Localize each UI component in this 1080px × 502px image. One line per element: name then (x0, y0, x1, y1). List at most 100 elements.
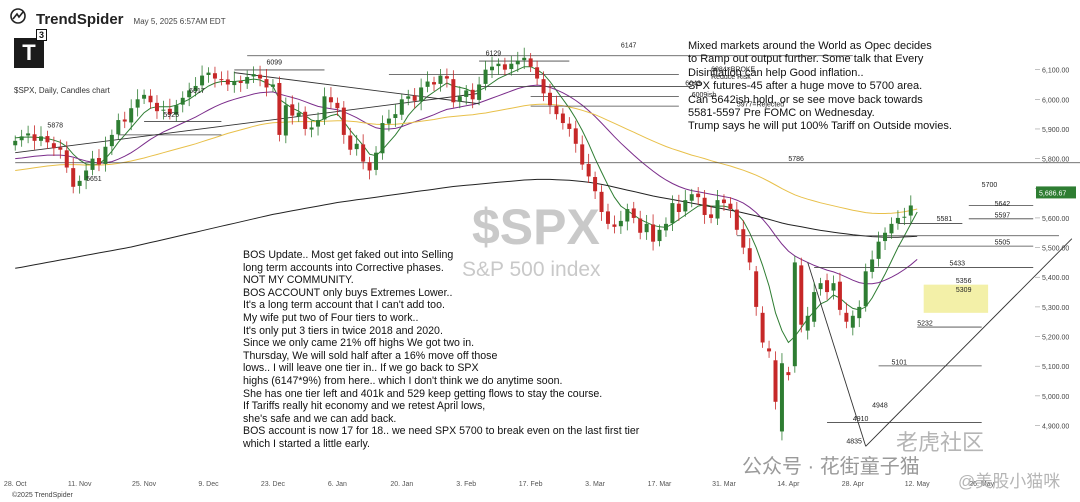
y-tick-label: 5,400.00 (1042, 275, 1069, 282)
moving-average-line (15, 84, 918, 285)
level-annotation: 4835 (846, 438, 862, 445)
candle-body (779, 363, 784, 432)
candle-body (335, 102, 340, 109)
note-line: 5581-5597 Pre FOMC on Wednesday. (688, 107, 875, 120)
note-line: Trump says he will put 100% Tariff on Ou… (688, 120, 952, 133)
bos-line: BOS account is now 17 for 18.. we need S… (243, 425, 640, 438)
header-date: May 5, 2025 6:57AM EDT (133, 17, 226, 26)
candle-body (109, 134, 114, 147)
candle-body (322, 96, 327, 120)
candle-body (32, 134, 37, 141)
y-tick-label: 4,900.00 (1042, 424, 1069, 431)
candle-body (580, 144, 585, 165)
level-annotation: 4910 (853, 416, 869, 423)
candle-body (270, 84, 275, 87)
moving-average-line (15, 178, 918, 269)
bos-line: My wife put two of Four tiers to work.. (243, 311, 419, 324)
candle-body (277, 83, 282, 135)
moving-average-line (15, 103, 918, 214)
level-annotation: 5597 (995, 212, 1011, 219)
candle-body (122, 119, 127, 122)
candle-body (77, 180, 82, 186)
x-tick-label: 17. Feb (519, 481, 543, 488)
y-tick-label: 5,900.00 (1042, 127, 1069, 134)
trend-line (807, 262, 867, 447)
candle-body (341, 107, 346, 135)
candle-body (38, 136, 43, 141)
candle-body (483, 69, 488, 84)
candle-body (908, 205, 913, 216)
candle-body (586, 163, 591, 177)
candle-body (883, 232, 888, 242)
candle-body (644, 223, 649, 233)
level-annotation: 4948 (872, 403, 888, 410)
x-tick-label: 6. Jan (328, 481, 347, 488)
level-annotation: 5700 (982, 182, 998, 189)
x-tick-label: 23. Dec (261, 481, 286, 488)
level-annotation: 6099 (267, 60, 283, 67)
bos-line: BOS Update.. Most get faked out into Sel… (243, 249, 454, 261)
bos-line: highs (6147*9%) from here.. which I don'… (243, 374, 563, 387)
candle-body (238, 80, 243, 83)
candle-body (631, 208, 636, 218)
candle-body (374, 152, 379, 170)
level-annotation: 5356 (956, 278, 972, 285)
trendspider-logo-icon (10, 8, 26, 24)
candle-body (715, 200, 720, 219)
level-annotation: Reduce Risk (711, 74, 751, 81)
x-tick-label: 11. Nov (68, 481, 92, 488)
level-annotation: 6043 (685, 80, 701, 87)
candle-body (399, 99, 404, 115)
candle-body (528, 58, 533, 67)
level-annotation: 5505 (995, 240, 1011, 247)
level-annotation: 5309 (956, 287, 972, 294)
candle-body (625, 209, 630, 222)
candle-body (438, 75, 443, 84)
candle-body (193, 85, 198, 92)
candle-body (612, 224, 617, 227)
candle-body (309, 127, 314, 130)
y-tick-label: 5,800.00 (1042, 157, 1069, 164)
symbol-watermark: $SPX (472, 199, 600, 255)
candle-body (206, 72, 211, 75)
candle-body (64, 150, 69, 168)
candle-body (573, 128, 578, 144)
level-annotation: 5642 (995, 201, 1011, 208)
candle-body (844, 312, 849, 322)
y-tick-label: 5,600.00 (1042, 216, 1069, 223)
candle-body (457, 96, 462, 102)
candle-body (593, 177, 598, 192)
candle-body (599, 191, 604, 212)
x-tick-label: 31. Mar (712, 481, 736, 488)
candle-body (328, 97, 333, 103)
candle-body (902, 216, 907, 218)
note-line: Disinflation can help Good inflation.. (688, 66, 864, 79)
brand-name: TrendSpider (36, 11, 124, 28)
candle-body (670, 203, 675, 224)
candle-body (148, 95, 153, 103)
level-annotation: 5925 (163, 112, 179, 119)
candle-body (734, 209, 739, 230)
level-annotation: 6129 (486, 51, 502, 58)
candle-body (651, 224, 656, 242)
candle-body (232, 81, 237, 86)
x-tick-label: 26. May (969, 481, 994, 488)
wechat-watermark: 公众号 · 花街童子猫 (742, 456, 920, 478)
candle-body (818, 283, 823, 290)
level-annotation: 5101 (891, 360, 907, 367)
candle-body (432, 82, 437, 85)
candle-body (889, 223, 894, 234)
bos-line: It's a long term account that I can't ad… (243, 299, 445, 312)
copyright: ©2025 TrendSpider (12, 492, 73, 499)
candle-body (96, 158, 101, 165)
candle-body (870, 259, 875, 272)
candle-body (895, 217, 900, 224)
candle-body (560, 113, 565, 124)
bos-line: If Tariffs really hit economy and we ret… (243, 400, 486, 413)
level-annotation: 5651 (86, 176, 102, 183)
community-watermark: 老虎社区 (896, 430, 985, 455)
candle-body (741, 229, 746, 248)
candle-body (605, 211, 610, 224)
